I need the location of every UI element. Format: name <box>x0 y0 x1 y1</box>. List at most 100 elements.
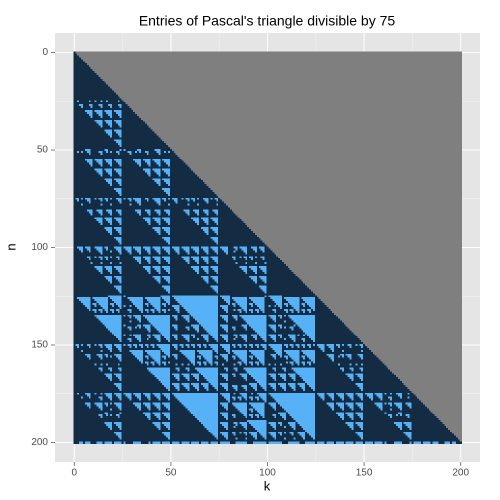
cell-divisible <box>227 351 231 355</box>
cell-not-divisible <box>218 310 227 314</box>
cell-divisible <box>154 219 161 222</box>
cell-not-divisible <box>119 258 136 261</box>
cell-divisible <box>289 336 296 339</box>
cell-divisible <box>222 375 229 378</box>
cell-divisible <box>210 227 219 230</box>
cell-not-divisible <box>102 246 105 249</box>
cell-divisible <box>168 281 171 284</box>
cell-divisible <box>357 375 364 378</box>
cell-not-divisible <box>264 306 281 310</box>
cell-not-divisible <box>125 197 128 201</box>
cell-divisible <box>195 386 200 390</box>
cell-not-divisible <box>227 427 246 431</box>
cell-divisible <box>152 178 161 181</box>
cell-not-divisible <box>198 330 207 333</box>
cell-not-divisible <box>334 345 339 349</box>
cell-not-divisible <box>363 437 410 440</box>
cell-divisible <box>183 336 190 339</box>
cell-divisible <box>158 427 161 431</box>
cell-not-divisible <box>73 303 84 306</box>
cell-divisible <box>384 402 387 405</box>
cell-not-divisible <box>73 160 88 163</box>
cell-divisible <box>262 363 265 366</box>
cell-divisible <box>249 344 254 347</box>
cell-divisible <box>390 408 393 411</box>
cell-divisible <box>115 277 122 280</box>
cell-divisible <box>212 219 219 222</box>
cell-not-divisible <box>73 402 86 405</box>
cell-not-divisible <box>169 258 184 261</box>
cell-divisible <box>187 408 219 411</box>
cell-divisible <box>220 246 229 249</box>
cell-not-divisible <box>169 277 204 280</box>
cell-divisible <box>86 355 92 358</box>
cell-not-divisible <box>314 381 403 384</box>
cell-not-divisible <box>266 384 271 388</box>
cell-not-divisible <box>108 404 117 407</box>
cell-not-divisible <box>96 303 99 306</box>
cell-divisible <box>111 332 122 335</box>
cell-not-divisible <box>314 361 383 364</box>
cell-not-divisible <box>183 344 186 347</box>
cell-not-divisible <box>229 400 265 403</box>
cell-not-divisible <box>169 308 177 312</box>
cell-not-divisible <box>121 386 167 390</box>
cell-not-divisible <box>90 306 103 310</box>
cell-divisible <box>231 303 236 306</box>
cell-divisible <box>86 160 93 163</box>
cell-na <box>374 353 462 357</box>
cell-not-divisible <box>179 250 186 253</box>
cell-divisible <box>204 338 209 341</box>
cell-divisible <box>214 269 219 273</box>
cell-not-divisible <box>73 344 76 347</box>
cell-divisible <box>293 306 300 310</box>
cell-not-divisible <box>160 252 169 255</box>
cell-divisible <box>152 266 161 269</box>
cell-not-divisible <box>266 322 296 325</box>
cell-na <box>100 76 462 80</box>
cell-divisible <box>90 106 93 109</box>
cell-not-divisible <box>218 211 234 214</box>
cell-not-divisible <box>148 310 153 314</box>
cell-divisible <box>287 301 300 304</box>
cell-divisible <box>245 262 248 265</box>
cell-not-divisible <box>343 414 348 417</box>
cell-not-divisible <box>73 113 90 117</box>
cell-not-divisible <box>150 172 157 175</box>
cell-divisible <box>264 388 267 392</box>
cell-not-divisible <box>200 357 206 360</box>
cell-not-divisible <box>160 359 190 362</box>
cell-na <box>179 156 462 160</box>
cell-not-divisible <box>73 61 86 64</box>
cell-not-divisible <box>111 121 117 124</box>
cell-not-divisible <box>90 201 121 204</box>
cell-not-divisible <box>121 158 134 162</box>
cell-divisible <box>330 347 335 351</box>
cell-divisible <box>104 324 122 327</box>
cell-divisible <box>146 345 149 349</box>
cell-not-divisible <box>266 441 269 444</box>
cell-not-divisible <box>237 386 244 390</box>
cell-not-divisible <box>227 388 236 392</box>
cell-not-divisible <box>218 363 223 366</box>
cell-divisible <box>110 256 113 259</box>
cell-not-divisible <box>314 418 343 421</box>
cell-divisible <box>249 383 258 386</box>
cell-divisible <box>94 168 103 171</box>
cell-not-divisible <box>285 418 294 421</box>
cell-divisible <box>235 353 248 357</box>
cell-not-divisible <box>119 414 146 417</box>
cell-not-divisible <box>73 423 107 427</box>
cell-na <box>428 408 462 411</box>
cell-not-divisible <box>285 320 294 323</box>
cell-divisible <box>86 150 92 154</box>
cell-not-divisible <box>121 131 155 134</box>
cell-divisible <box>162 402 171 405</box>
cell-not-divisible <box>169 303 180 306</box>
cell-not-divisible <box>166 363 177 366</box>
cell-divisible <box>117 279 122 282</box>
cell-divisible <box>210 246 219 249</box>
cell-divisible <box>146 351 161 355</box>
cell-not-divisible <box>131 392 134 396</box>
cell-divisible <box>274 305 277 308</box>
